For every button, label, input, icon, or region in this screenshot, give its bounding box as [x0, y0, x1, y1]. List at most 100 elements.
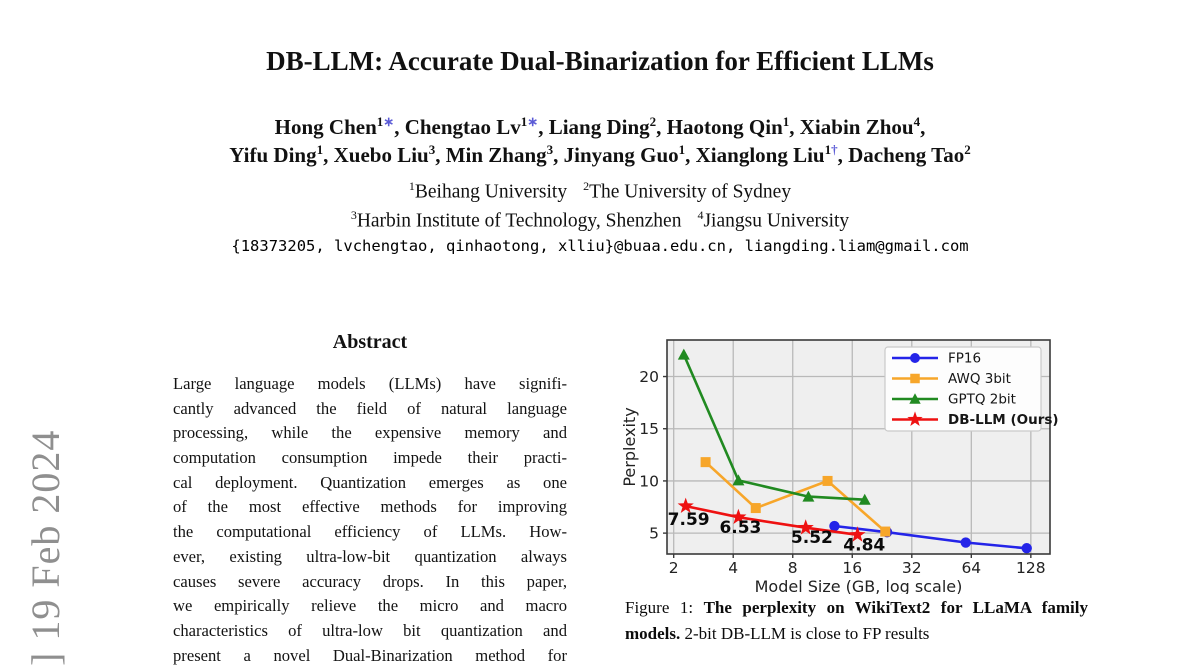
- marker-square: [700, 457, 711, 468]
- y-tick-label: 15: [639, 420, 659, 438]
- marker-triangle: [677, 348, 690, 360]
- abstract-line: cantly advanced the field of natural lan…: [173, 398, 567, 418]
- affiliation-name: Beihang University: [414, 181, 568, 203]
- author-line-1: Hong Chen1∗, Chengtao Lv1∗, Liang Ding2,…: [274, 114, 926, 139]
- author-name: Haotong Qin1: [666, 114, 790, 139]
- author-name: Xianglong Liu1†: [695, 142, 838, 167]
- affiliation-line-2: 3Harbin Institute of Technology, Shenzhe…: [0, 208, 1200, 233]
- plot-border: [666, 339, 1051, 555]
- marker-star: [730, 508, 747, 524]
- affiliation-superscript: 4: [697, 208, 704, 222]
- caption-segment: The perplexity on WikiText2 for LLaMA fa…: [625, 598, 1088, 643]
- abstract-line: computation consumption impede their pra…: [173, 448, 567, 468]
- legend-label: DB-LLM (Ours): [948, 412, 1059, 428]
- figure1-perplexity-chart: 7.59 6.53 5.52 4.84 2 4 8 16 32 64 128 5 10 15 20 Model…: [622, 339, 1059, 594]
- series-line-gptq-2bit: [682, 354, 865, 501]
- legend-label: FP16: [948, 351, 981, 367]
- x-tick-label: 16: [842, 559, 862, 577]
- marker-circle: [960, 537, 971, 548]
- legend-box: [884, 346, 1042, 432]
- affiliation-name: Harbin Institute of Technology, Shenzhen: [356, 210, 682, 232]
- marker-triangle: [802, 490, 815, 502]
- marker-star: [797, 519, 814, 535]
- author-name: Min Zhang3: [445, 142, 554, 167]
- author-name: Liang Ding2: [548, 114, 657, 139]
- contact-emails: {18373205, lvchengtao, qinhaotong, xlliu…: [231, 237, 969, 255]
- author-superscript: 3: [546, 142, 554, 157]
- author-superscript: 4: [913, 114, 921, 129]
- marker-circle: [1021, 543, 1032, 554]
- paper-page: { "watermark": { "text": "] 19 Feb 2024"…: [0, 46, 1200, 666]
- author-name: Yifu Ding1: [229, 142, 324, 167]
- author-superscript: 1†: [824, 142, 838, 157]
- series-line-db-llm-ours-: [685, 504, 858, 537]
- author-superscript: 1: [316, 142, 324, 157]
- author-name: Hong Chen1∗: [274, 114, 395, 139]
- affiliation-name: Jiangsu University: [703, 210, 850, 232]
- caption-segment: Figure 1:: [625, 598, 704, 617]
- marker-circle: [829, 520, 840, 532]
- abstract-line: characteristics of ultra-low bit quantiz…: [173, 620, 567, 640]
- abstract-heading: Abstract: [332, 331, 408, 353]
- affiliation-superscript: 2: [583, 179, 590, 193]
- marker-triangle: [909, 393, 921, 404]
- affiliation-line-1: 1Beihang University 2The University of Sy…: [0, 179, 1200, 204]
- marker-star: [677, 497, 694, 513]
- author-superscript: 1: [678, 142, 686, 157]
- marker-triangle: [858, 493, 871, 505]
- x-tick-label: 128: [1016, 559, 1046, 577]
- x-tick-label: 64: [961, 559, 981, 577]
- abstract-line: the computational efficiency of LLMs. Ho…: [173, 522, 567, 542]
- author-name: Jinyang Guo1: [563, 142, 686, 167]
- author-name: Xuebo Liu3: [333, 142, 436, 167]
- author-superscript: 1∗: [520, 114, 539, 129]
- abstract-line: we empirically relieve the micro and mac…: [173, 596, 567, 616]
- abstract-line: present a novel Dual-Binarization method…: [173, 645, 567, 665]
- y-tick-label: 10: [639, 472, 659, 490]
- marker-circle: [910, 353, 920, 363]
- x-tick-label: 2: [669, 559, 679, 577]
- x-tick-label: 4: [728, 559, 738, 577]
- marker-square: [880, 526, 891, 537]
- marker-square: [822, 475, 833, 486]
- x-tick-label: 8: [788, 559, 798, 577]
- abstract-line: processing, while the expensive memory a…: [173, 423, 567, 443]
- author-superscript: 2: [649, 114, 657, 129]
- abstract-line: of the most effective methods for improv…: [173, 497, 567, 517]
- y-tick-label: 20: [639, 368, 659, 386]
- y-axis-label: Perplexity: [622, 407, 639, 486]
- abstract-line: ever, existing ultra-low-bit quantizatio…: [173, 546, 567, 566]
- paper-title: DB-LLM: Accurate Dual-Binarization for E…: [266, 46, 934, 76]
- author-superscript: 3: [428, 142, 436, 157]
- affiliation-superscript: 1: [408, 179, 415, 193]
- data-label: 6.53: [719, 518, 761, 538]
- author-superscript: 2: [964, 142, 971, 157]
- legend-label: AWQ 3bit: [948, 371, 1011, 387]
- author-superscript: 1∗: [376, 114, 395, 129]
- figure1-caption: Figure 1: The perplexity on WikiText2 fo…: [625, 595, 1088, 646]
- legend-label: GPTQ 2bit: [948, 392, 1016, 408]
- abstract-line: Large language models (LLMs) have signif…: [173, 374, 567, 393]
- abstract-text: Large language models (LLMs) have signif…: [173, 372, 567, 668]
- data-label: 7.59: [668, 510, 710, 530]
- marker-star: [907, 411, 923, 426]
- affiliation-superscript: 3: [350, 208, 357, 222]
- author-mark: ∗: [527, 114, 539, 129]
- author-name: Chengtao Lv1∗: [404, 114, 539, 139]
- affiliation-name: The University of Sydney: [589, 181, 792, 203]
- author-name: Dacheng Tao2: [848, 142, 971, 167]
- data-label: 5.52: [791, 528, 833, 548]
- author-name: Xiabin Zhou4: [799, 114, 921, 139]
- marker-square: [910, 373, 920, 384]
- series-line-awq-3bit: [704, 461, 887, 533]
- x-axis-label: Model Size (GB, log scale): [755, 577, 963, 594]
- x-tick-label: 32: [902, 559, 922, 577]
- marker-star: [849, 526, 866, 542]
- series-line-fp16: [834, 524, 1027, 550]
- author-superscript: 1: [782, 114, 790, 129]
- abstract-line: causes severe accuracy drops. In this pa…: [173, 571, 567, 591]
- arxiv-date-watermark: ] 19 Feb 2024: [23, 429, 68, 666]
- author-mark: ∗: [383, 114, 395, 129]
- caption-segment: 2-bit DB-LLM is close to FP results: [680, 623, 930, 643]
- data-label: 4.84: [843, 536, 885, 556]
